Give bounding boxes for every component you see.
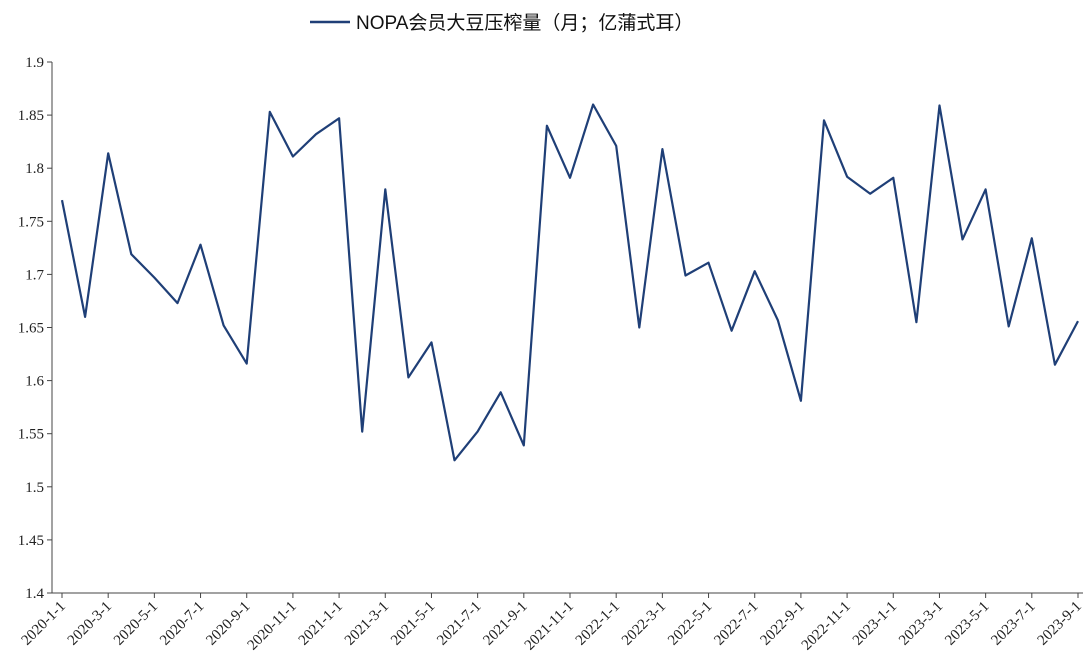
y-tick-label: 1.6	[25, 374, 44, 390]
y-tick-label: 1.8	[25, 161, 44, 177]
x-tick-label: 2021-3-1	[342, 599, 392, 649]
x-tick-label: 2020-7-1	[157, 599, 207, 649]
legend: NOPA会员大豆压榨量（月；亿蒲式耳）	[310, 12, 693, 34]
y-tick-label: 1.4	[25, 586, 44, 602]
x-tick-label: 2022-11-1	[799, 599, 854, 654]
x-tick-label: 2022-5-1	[665, 599, 715, 649]
x-tick-label: 2023-1-1	[850, 599, 900, 649]
y-tick-label: 1.9	[25, 55, 44, 71]
x-tick-label: 2022-3-1	[619, 599, 669, 649]
x-tick-label: 2020-1-1	[19, 599, 69, 649]
y-tick-label: 1.55	[18, 427, 44, 443]
x-tick-label: 2021-11-1	[522, 599, 577, 654]
y-tick-label: 1.75	[18, 214, 44, 230]
y-tick-label: 1.5	[25, 480, 44, 496]
x-tick-label: 2023-5-1	[942, 599, 992, 649]
x-tick-label: 2021-5-1	[388, 599, 438, 649]
x-tick-label: 2023-7-1	[988, 599, 1038, 649]
x-tick-label: 2023-3-1	[896, 599, 946, 649]
x-tick-label: 2022-7-1	[711, 599, 761, 649]
x-tick-label: 2022-1-1	[573, 599, 623, 649]
x-tick-label: 2021-7-1	[434, 599, 484, 649]
y-tick-label: 1.7	[25, 267, 44, 283]
x-tick-label: 2020-5-1	[111, 599, 161, 649]
y-tick-label: 1.65	[18, 321, 44, 337]
y-tick-label: 1.45	[18, 533, 44, 549]
y-tick-label: 1.85	[18, 108, 44, 124]
data-line	[60, 103, 1079, 462]
x-tick-label: 2023-9-1	[1035, 599, 1083, 649]
x-tick-label: 2020-3-1	[65, 599, 115, 649]
legend-label: NOPA会员大豆压榨量（月；亿蒲式耳）	[356, 12, 693, 34]
x-tick-label: 2020-11-1	[245, 599, 300, 654]
x-tick-label: 2021-1-1	[296, 599, 346, 649]
